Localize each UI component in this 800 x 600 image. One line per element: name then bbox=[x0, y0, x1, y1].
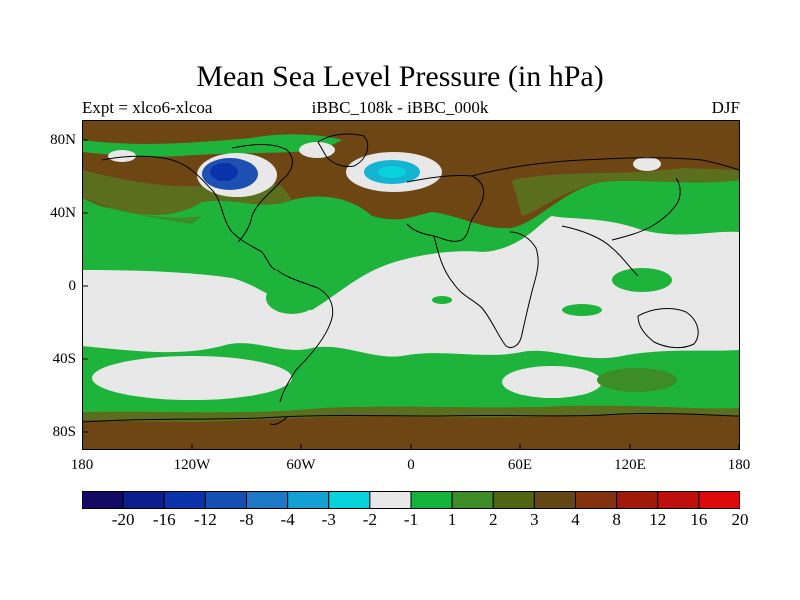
colorbar-swatch bbox=[657, 491, 700, 509]
lon-label-60w: 60W bbox=[286, 457, 316, 473]
colorbar-label: 12 bbox=[649, 510, 667, 529]
colorbar-swatch bbox=[246, 491, 289, 509]
colorbar-swatch bbox=[328, 491, 371, 509]
equatorial-neutral-region bbox=[82, 216, 740, 359]
south-pacific-neutral bbox=[92, 356, 292, 400]
lat-label-80s: 80S bbox=[52, 424, 76, 440]
north-america-low-center bbox=[210, 163, 238, 181]
subtropical-dark-green bbox=[82, 202, 202, 224]
pressure-map bbox=[82, 120, 740, 450]
colorbar-label: 2 bbox=[489, 510, 498, 529]
colorbar-swatch bbox=[451, 491, 494, 509]
colorbar-swatch bbox=[163, 491, 206, 509]
colorbar-label: -8 bbox=[239, 510, 254, 529]
colorbar-label: -2 bbox=[362, 510, 377, 529]
colorbar-swatch bbox=[698, 491, 740, 509]
colorbar-swatch bbox=[492, 491, 535, 509]
arctic-green-strip bbox=[82, 134, 342, 157]
antarctic-olive-band bbox=[82, 405, 740, 422]
colorbar-label: -12 bbox=[194, 510, 217, 529]
colorbar-swatch bbox=[122, 491, 165, 509]
colorbar-swatch bbox=[410, 491, 453, 509]
season-label: DJF bbox=[711, 98, 740, 117]
lat-label-40s: 40S bbox=[52, 351, 76, 367]
colorbar-swatch bbox=[533, 491, 577, 509]
arctic-patch bbox=[299, 142, 335, 158]
colorbar-label: 4 bbox=[571, 510, 580, 529]
colorbar-label: 20 bbox=[731, 510, 749, 529]
south-indian-neutral bbox=[502, 366, 602, 398]
lat-label-40n: 40N bbox=[50, 205, 76, 221]
southern-ocean-dark-green bbox=[597, 368, 677, 392]
north-atlantic-low-center bbox=[378, 166, 406, 178]
antarctic-brown-region bbox=[82, 411, 740, 450]
colorbar bbox=[82, 491, 740, 509]
axis-ticks bbox=[82, 139, 740, 450]
colorbar-label: -4 bbox=[280, 510, 295, 529]
colorbar-label: 1 bbox=[447, 510, 457, 529]
colorbar-label: -3 bbox=[321, 510, 336, 529]
atlantic-green bbox=[432, 296, 452, 304]
colorbar-label: 3 bbox=[530, 510, 539, 529]
colorbar-swatch bbox=[616, 491, 659, 509]
colorbar-swatch bbox=[287, 491, 330, 509]
colorbar-swatch bbox=[204, 491, 248, 509]
colorbar-label: -20 bbox=[111, 510, 135, 529]
asia-olive-region bbox=[512, 168, 740, 216]
colorbar-label: -1 bbox=[403, 510, 419, 529]
map-title: Mean Sea Level Pressure (in hPa) bbox=[196, 60, 604, 93]
lon-label-180w: 180 bbox=[70, 457, 94, 473]
lat-label-80n: 80N bbox=[50, 132, 76, 148]
colorbar-label: -16 bbox=[152, 510, 176, 529]
alaska-patch bbox=[108, 150, 136, 162]
colorbar-label: 16 bbox=[690, 510, 708, 529]
lon-label-120w: 120W bbox=[173, 457, 211, 473]
indian-ocean-green bbox=[562, 304, 602, 316]
lon-label-60e: 60E bbox=[507, 457, 533, 473]
colorbar-label: 8 bbox=[612, 510, 621, 529]
lon-label-180e: 180 bbox=[727, 457, 751, 473]
experiment-label: Expt = xlco6-xlcoa bbox=[82, 98, 213, 117]
colorbar-swatch bbox=[82, 491, 124, 509]
colorbar-swatch bbox=[575, 491, 618, 509]
siberia-patch bbox=[633, 157, 661, 171]
south-america-green bbox=[266, 282, 318, 314]
coastlines bbox=[82, 133, 740, 425]
lon-label-0: 0 bbox=[407, 457, 415, 473]
australia-green bbox=[612, 268, 672, 292]
lon-label-120e: 120E bbox=[614, 457, 646, 473]
lat-label-0: 0 bbox=[68, 278, 77, 294]
comparison-label: iBBC_108k - iBBC_000k bbox=[311, 98, 489, 117]
colorbar-swatch bbox=[369, 491, 412, 509]
